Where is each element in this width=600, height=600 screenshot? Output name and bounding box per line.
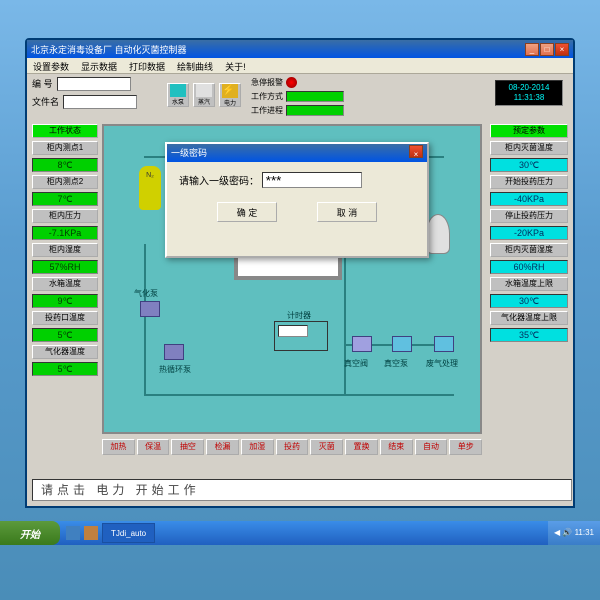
btn-vacuum[interactable]: 抽空 xyxy=(171,439,204,455)
btn-replace[interactable]: 置换 xyxy=(345,439,378,455)
timer-display xyxy=(278,325,308,337)
preset-params-header[interactable]: 预定参数 xyxy=(490,124,568,138)
left-item-4[interactable]: 水箱温度 xyxy=(32,277,98,291)
left-item-0[interactable]: 柜内测点1 xyxy=(32,141,98,155)
menu-set-params[interactable]: 设置参数 xyxy=(33,60,69,71)
menu-show-data[interactable]: 显示数据 xyxy=(81,60,117,71)
vaporizer-icon xyxy=(140,301,160,317)
progress-label: 工作进程 xyxy=(251,105,283,116)
left-val-1: 7℃ xyxy=(32,192,98,206)
left-item-5[interactable]: 投药口温度 xyxy=(32,311,98,325)
left-val-4: 9℃ xyxy=(32,294,98,308)
menu-plot[interactable]: 绘制曲线 xyxy=(177,60,213,71)
datetime-display: 08-20-2014 11:31:38 xyxy=(495,80,563,106)
mode-bar xyxy=(286,91,344,102)
quicklaunch-icon[interactable] xyxy=(66,526,80,540)
right-item-4[interactable]: 水箱温度上限 xyxy=(490,277,568,291)
btn-humidify[interactable]: 加湿 xyxy=(241,439,274,455)
vacuum-pump-icon xyxy=(392,336,412,352)
work-status-header[interactable]: 工作状态 xyxy=(32,124,98,138)
btn-step[interactable]: 单步 xyxy=(449,439,482,455)
vacuum-pump-label: 真空泵 xyxy=(384,358,408,369)
dialog-title: 一级密码 xyxy=(171,144,207,162)
taskbar: 开始 TJdi_auto ◀ 🔊 11:31 xyxy=(0,521,600,545)
start-button[interactable]: 开始 xyxy=(0,521,60,545)
right-val-4: 30℃ xyxy=(490,294,568,308)
pump-button[interactable]: 水泵 xyxy=(167,83,189,107)
left-item-1[interactable]: 柜内测点2 xyxy=(32,175,98,189)
steam-button[interactable]: 蒸汽 xyxy=(193,83,215,107)
right-val-1: -40KPa xyxy=(490,192,568,206)
titlebar[interactable]: 北京永定消毒设备厂 自动化灭菌控制器 _ □ × xyxy=(27,40,573,58)
dialog-close-button[interactable]: × xyxy=(409,145,423,158)
timer-box: 计时器 xyxy=(274,321,328,351)
close-button[interactable]: × xyxy=(555,43,569,56)
left-val-5: 5℃ xyxy=(32,328,98,342)
right-item-0[interactable]: 柜内灭菌温度 xyxy=(490,141,568,155)
right-item-3[interactable]: 柜内灭菌湿度 xyxy=(490,243,568,257)
right-val-2: -20KPa xyxy=(490,226,568,240)
quicklaunch-icon-2[interactable] xyxy=(84,526,98,540)
right-val-3: 60%RH xyxy=(490,260,568,274)
ok-button[interactable]: 确 定 xyxy=(217,202,277,222)
alarm-label: 急停报警 xyxy=(251,77,283,88)
btn-auto[interactable]: 自动 xyxy=(415,439,448,455)
action-buttons: 加热 保温 抽空 检漏 加湿 投药 灭菌 置换 结束 自动 单步 xyxy=(102,439,482,455)
left-val-6: 5℃ xyxy=(32,362,98,376)
menubar: 设置参数 显示数据 打印数据 绘制曲线 关于! xyxy=(27,58,573,74)
right-item-2[interactable]: 停止投药压力 xyxy=(490,209,568,223)
btn-dose[interactable]: 投药 xyxy=(276,439,309,455)
right-item-5[interactable]: 气化器温度上限 xyxy=(490,311,568,325)
exhaust-label: 废气处理 xyxy=(426,358,458,369)
btn-insulate[interactable]: 保温 xyxy=(137,439,170,455)
left-val-2: -7.1KPa xyxy=(32,226,98,240)
status-line: 请点击 电力 开始工作 xyxy=(32,479,572,501)
btn-end[interactable]: 结束 xyxy=(380,439,413,455)
progress-bar xyxy=(286,105,344,116)
maximize-button[interactable]: □ xyxy=(540,43,554,56)
id-label: 编 号 xyxy=(32,77,53,91)
main-window: 北京永定消毒设备厂 自动化灭菌控制器 _ □ × 设置参数 显示数据 打印数据 … xyxy=(25,38,575,508)
file-label: 文件名 xyxy=(32,95,59,109)
left-panel: 工作状态 柜内测点1 8℃ 柜内测点2 7℃ 柜内压力 -7.1KPa 柜内湿度… xyxy=(32,124,98,376)
password-dialog: 一级密码 × 请输入一级密码： 确 定 取 消 xyxy=(165,142,429,258)
vacuum-valve-icon xyxy=(352,336,372,352)
cancel-button[interactable]: 取 消 xyxy=(317,202,377,222)
btn-leak[interactable]: 检漏 xyxy=(206,439,239,455)
heater-label: 热循环泵 xyxy=(159,364,191,375)
left-item-2[interactable]: 柜内压力 xyxy=(32,209,98,223)
taskbar-app[interactable]: TJdi_auto xyxy=(102,523,155,543)
vaporizer-label: 气化泵 xyxy=(134,288,158,299)
menu-print[interactable]: 打印数据 xyxy=(129,60,165,71)
power-button[interactable]: ⚡电力 xyxy=(219,83,241,107)
password-input[interactable] xyxy=(262,172,362,188)
right-val-0: 30℃ xyxy=(490,158,568,172)
window-title: 北京永定消毒设备厂 自动化灭菌控制器 xyxy=(31,43,187,56)
dialog-titlebar[interactable]: 一级密码 × xyxy=(167,144,427,162)
right-item-1[interactable]: 开始投药压力 xyxy=(490,175,568,189)
btn-heat[interactable]: 加热 xyxy=(102,439,135,455)
heater-icon xyxy=(164,344,184,360)
exhaust-tank xyxy=(426,214,450,254)
vacuum-valve-label: 真空阀 xyxy=(344,358,368,369)
alarm-indicator xyxy=(286,77,297,88)
minimize-button[interactable]: _ xyxy=(525,43,539,56)
right-val-5: 35℃ xyxy=(490,328,568,342)
left-val-0: 8℃ xyxy=(32,158,98,172)
btn-sterilize[interactable]: 灭菌 xyxy=(310,439,343,455)
password-prompt: 请输入一级密码： xyxy=(179,177,259,188)
n2-tank: N₂ xyxy=(139,166,161,210)
right-panel: 预定参数 柜内灭菌温度 30℃ 开始投药压力 -40KPa 停止投药压力 -20… xyxy=(490,124,568,342)
file-input[interactable] xyxy=(63,95,137,109)
exhaust-icon xyxy=(434,336,454,352)
menu-about[interactable]: 关于! xyxy=(225,60,246,71)
content-area: 编 号 文件名 水泵 蒸汽 ⚡电力 急停报警 工作方式 工作进程 08-20-2… xyxy=(27,74,573,506)
left-item-6[interactable]: 气化器温度 xyxy=(32,345,98,359)
left-item-3[interactable]: 柜内湿度 xyxy=(32,243,98,257)
mode-label: 工作方式 xyxy=(251,91,283,102)
id-input[interactable] xyxy=(57,77,131,91)
system-tray[interactable]: ◀ 🔊 11:31 xyxy=(548,521,600,545)
left-val-3: 57%RH xyxy=(32,260,98,274)
